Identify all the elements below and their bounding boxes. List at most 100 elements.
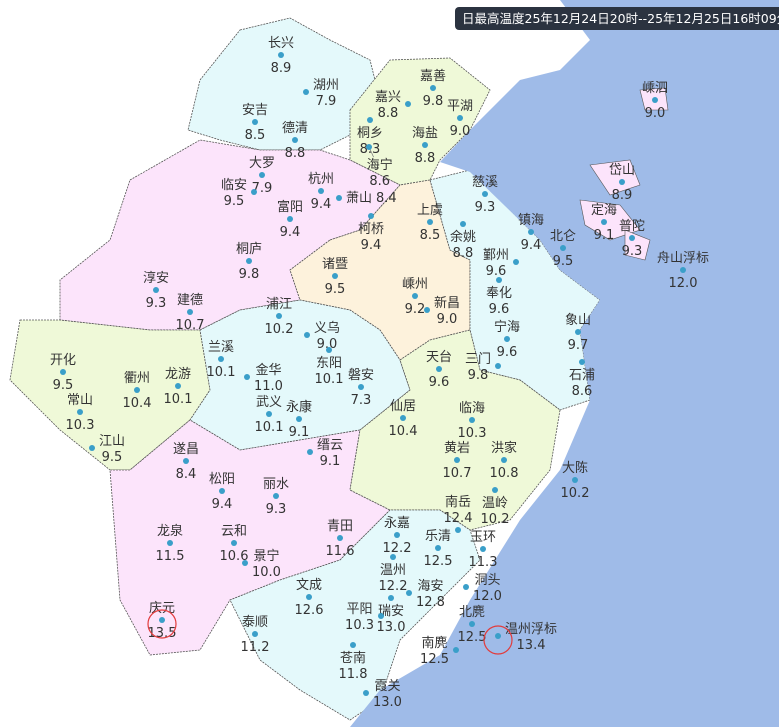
region-宁波[interactable] (429, 169, 601, 411)
station-奉化[interactable]: 奉化9.6 (486, 277, 512, 317)
station-dot[interactable] (528, 229, 534, 235)
station-永康[interactable]: 永康 9.1 (286, 399, 312, 440)
station-普陀[interactable]: 普陀 9.3 (619, 218, 645, 259)
station-镇海[interactable]: 镇海 9.4 (518, 213, 544, 253)
station-义乌[interactable]: 义乌9.0 (304, 320, 340, 352)
station-dot[interactable] (167, 540, 173, 546)
station-dot[interactable] (153, 287, 159, 293)
station-江山[interactable]: 江山9.5 (89, 434, 125, 465)
station-德清[interactable]: 德清 8.8 (282, 121, 308, 161)
station-文成[interactable]: 文成 12.6 (295, 578, 324, 618)
station-新昌[interactable]: 新昌9.0 (424, 295, 460, 327)
station-dot[interactable] (435, 545, 441, 551)
station-dot[interactable] (579, 359, 585, 365)
station-dot[interactable] (453, 647, 459, 653)
station-龙游[interactable]: 龙游 10.1 (164, 367, 193, 407)
station-dot[interactable] (430, 85, 436, 91)
station-dot[interactable] (318, 188, 324, 194)
station-临海[interactable]: 临海 10.3 (458, 401, 487, 441)
station-dot[interactable] (242, 560, 248, 566)
region-绍兴[interactable] (289, 179, 471, 361)
station-建德[interactable]: 建德 10.7 (176, 293, 205, 333)
station-dot[interactable] (231, 540, 237, 546)
station-北麂[interactable]: 北麂 12.5 (458, 604, 487, 645)
station-dot[interactable] (307, 449, 313, 455)
region-温州[interactable] (229, 509, 481, 721)
station-岱山[interactable]: 岱山 8.9 (609, 163, 635, 203)
station-dot[interactable] (495, 633, 501, 639)
station-dot[interactable] (89, 445, 95, 451)
station-dot[interactable] (412, 293, 418, 299)
station-嵊州[interactable]: 嵊州 9.2 (402, 277, 428, 317)
station-dot[interactable] (390, 554, 396, 560)
station-dot[interactable] (463, 584, 469, 590)
station-dot[interactable] (492, 487, 498, 493)
station-武义[interactable]: 武义 10.1 (255, 395, 284, 435)
station-dot[interactable] (575, 329, 581, 335)
station-dot[interactable] (306, 594, 312, 600)
station-海宁[interactable]: 海宁8.6 (366, 144, 393, 189)
station-天台[interactable]: 天台 9.6 (426, 350, 452, 390)
station-dot[interactable] (501, 457, 507, 463)
station-衢州[interactable]: 衢州 10.4 (123, 371, 152, 411)
station-临安[interactable]: 临安9.5 (221, 178, 257, 209)
station-dot[interactable] (183, 458, 189, 464)
station-dot[interactable] (60, 369, 66, 375)
station-dot[interactable] (159, 617, 165, 623)
station-dot[interactable] (367, 117, 373, 123)
region-台州[interactable] (349, 329, 561, 531)
station-dot[interactable] (454, 457, 460, 463)
station-云和[interactable]: 云和 10.6 (220, 524, 249, 564)
station-dot[interactable] (394, 532, 400, 538)
station-dot[interactable] (358, 384, 364, 390)
station-缙云[interactable]: 缙云9.1 (307, 438, 343, 469)
station-dot[interactable] (252, 631, 258, 637)
station-dot[interactable] (175, 383, 181, 389)
station-dot[interactable] (378, 613, 384, 619)
region-湖州[interactable] (187, 17, 381, 151)
station-dot[interactable] (560, 245, 566, 251)
station-dot[interactable] (77, 409, 83, 415)
station-dot[interactable] (400, 415, 406, 421)
station-dot[interactable] (244, 374, 250, 380)
station-dot[interactable] (219, 488, 225, 494)
station-dot[interactable] (388, 595, 394, 601)
station-dot[interactable] (266, 411, 272, 417)
station-萧山[interactable]: 萧山 8.4 (336, 191, 397, 206)
station-dot[interactable] (337, 535, 343, 541)
station-遂昌[interactable]: 遂昌 8.4 (173, 442, 199, 482)
station-诸暨[interactable]: 诸暨 9.5 (322, 257, 348, 297)
station-dot[interactable] (405, 101, 411, 107)
station-龙泉[interactable]: 龙泉 11.5 (156, 523, 185, 564)
station-dot[interactable] (366, 144, 372, 150)
station-dot[interactable] (513, 259, 519, 265)
station-dot[interactable] (246, 258, 252, 264)
station-dot[interactable] (276, 313, 282, 319)
station-松阳[interactable]: 松阳 9.4 (209, 472, 235, 512)
station-dot[interactable] (572, 477, 578, 483)
region-舟山[interactable] (589, 159, 641, 196)
station-石浦[interactable]: 石浦8.6 (569, 359, 595, 399)
station-嵊泗[interactable]: 嵊泗 9.0 (642, 81, 668, 121)
station-定海[interactable]: 定海 9.1 (591, 203, 617, 243)
station-浦江[interactable]: 浦江 10.2 (265, 297, 294, 337)
station-上虞[interactable]: 上虞 8.5 (417, 203, 443, 243)
station-淳安[interactable]: 淳安 9.3 (143, 270, 169, 311)
station-dot[interactable] (629, 235, 635, 241)
station-黄岩[interactable]: 黄岩 10.7 (443, 441, 472, 481)
station-常山[interactable]: 常山 10.3 (66, 393, 95, 433)
station-dot[interactable] (278, 52, 284, 58)
station-桐庐[interactable]: 桐庐 9.8 (236, 242, 262, 282)
station-玉环[interactable]: 玉环 11.3 (469, 530, 498, 570)
station-dot[interactable] (251, 189, 257, 195)
station-dot[interactable] (436, 366, 442, 372)
